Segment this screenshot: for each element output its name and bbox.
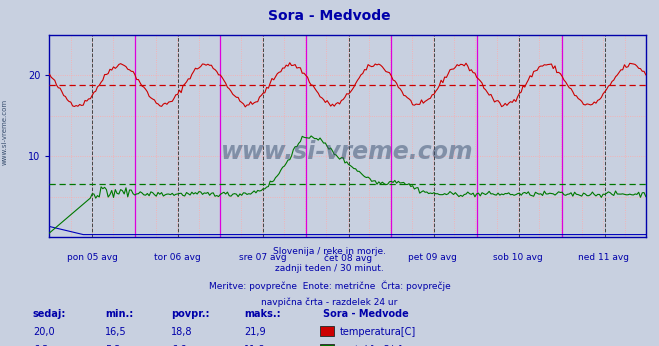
Text: ned 11 avg: ned 11 avg <box>578 253 629 262</box>
Text: Slovenija / reke in morje.: Slovenija / reke in morje. <box>273 247 386 256</box>
Text: 5,2: 5,2 <box>105 345 121 346</box>
Text: Sora - Medvode: Sora - Medvode <box>323 309 409 319</box>
Text: Meritve: povprečne  Enote: metrične  Črta: povprečje: Meritve: povprečne Enote: metrične Črta:… <box>209 281 450 291</box>
Text: Sora - Medvode: Sora - Medvode <box>268 9 391 22</box>
Text: sre 07 avg: sre 07 avg <box>239 253 286 262</box>
Text: www.si-vreme.com: www.si-vreme.com <box>2 98 8 165</box>
Text: min.:: min.: <box>105 309 134 319</box>
Text: pretok[m3/s]: pretok[m3/s] <box>339 345 403 346</box>
Text: 6,6: 6,6 <box>171 345 186 346</box>
Text: 16,5: 16,5 <box>105 327 127 337</box>
Text: sedaj:: sedaj: <box>33 309 67 319</box>
Text: navpična črta - razdelek 24 ur: navpična črta - razdelek 24 ur <box>262 297 397 307</box>
Text: www.si-vreme.com: www.si-vreme.com <box>221 140 474 164</box>
Text: 18,8: 18,8 <box>171 327 193 337</box>
Text: 20,0: 20,0 <box>33 327 55 337</box>
Text: pet 09 avg: pet 09 avg <box>409 253 457 262</box>
Text: 21,9: 21,9 <box>244 327 266 337</box>
Text: povpr.:: povpr.: <box>171 309 210 319</box>
Text: zadnji teden / 30 minut.: zadnji teden / 30 minut. <box>275 264 384 273</box>
Text: temperatura[C]: temperatura[C] <box>339 327 416 337</box>
Text: maks.:: maks.: <box>244 309 281 319</box>
Text: 11,8: 11,8 <box>244 345 266 346</box>
Text: pon 05 avg: pon 05 avg <box>67 253 117 262</box>
Text: tor 06 avg: tor 06 avg <box>154 253 200 262</box>
Text: čet 08 avg: čet 08 avg <box>324 253 372 263</box>
Text: 6,3: 6,3 <box>33 345 48 346</box>
Text: sob 10 avg: sob 10 avg <box>493 253 543 262</box>
